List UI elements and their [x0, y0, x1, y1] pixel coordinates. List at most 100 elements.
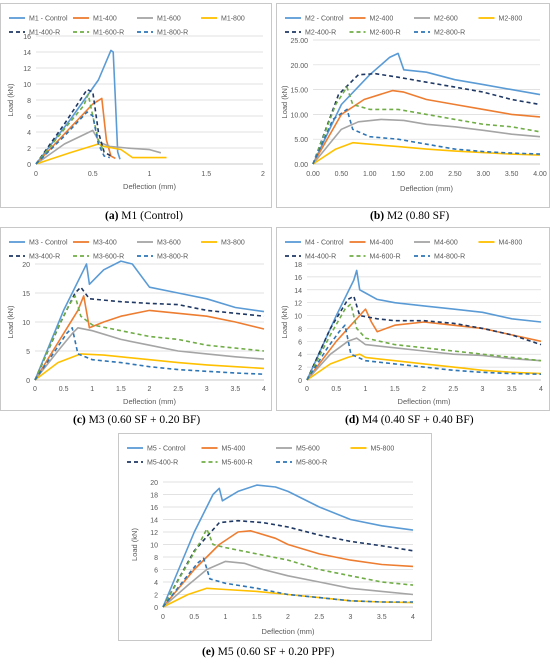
- chart-panel-m3: 0 5 10 15 20 0 0.5 1 1.5 2 2.5 3 3.5 4 Deflection (mm)…: [0, 227, 272, 411]
- y-tick-label: 6: [27, 114, 31, 121]
- x-tick-label: 0.5: [59, 386, 69, 393]
- x-tick-label: 1: [148, 171, 152, 178]
- y-tick-label: 25.00: [290, 38, 308, 45]
- legend-label: M3-400-R: [29, 254, 60, 261]
- y-tick-label: 15: [22, 291, 30, 298]
- legend-label: M4-800-R: [434, 254, 465, 261]
- x-tick-label: 4.00: [533, 171, 547, 178]
- y-tick-label: 2: [154, 593, 158, 600]
- y-tick-label: 8: [298, 326, 302, 333]
- caption-m4: (d) M4 (0.40 SF + 0.40 BF): [345, 414, 474, 426]
- x-tick-label: 3.5: [507, 386, 517, 393]
- legend-label: M1-600-R: [93, 30, 124, 37]
- y-tick-label: 16: [23, 34, 31, 41]
- x-axis-title: Deflection (mm): [123, 182, 176, 191]
- x-tick-label: 3.5: [231, 386, 241, 393]
- legend-label: M5-600-R: [222, 460, 253, 467]
- x-tick-label: 0.5: [189, 614, 199, 621]
- legend-label: M5 - Control: [147, 446, 186, 453]
- y-tick-label: 6: [154, 568, 158, 575]
- y-tick-label: 2: [298, 365, 302, 372]
- x-tick-label: 1.00: [363, 171, 377, 178]
- series-line-control: [35, 49, 121, 165]
- y-tick-label: 15.00: [290, 88, 308, 95]
- legend-label: M2-400: [370, 16, 394, 23]
- chart-svg-m5: 0 2 4 6 8 10 12 14 16 18 20 0 0.5 1 1.5 2 2.5 3 3.5 4 Deflec…: [127, 446, 415, 636]
- x-axis-title: Deflection (mm): [400, 184, 453, 193]
- legend-label: M3-800: [221, 240, 245, 247]
- y-tick-label: 10: [22, 320, 30, 327]
- series-line-600: [34, 327, 265, 381]
- chart-svg-m3: 0 5 10 15 20 0 0.5 1 1.5 2 2.5 3 3.5 4 Deflection (mm)…: [6, 240, 266, 407]
- series-line-400: [162, 530, 414, 608]
- x-tick-label: 1.5: [201, 171, 211, 178]
- legend-label: M3-400: [93, 240, 117, 247]
- x-tick-label: 3: [481, 386, 485, 393]
- y-tick-label: 0.00: [294, 162, 308, 169]
- series-line-control: [162, 484, 414, 608]
- x-tick-label: 0: [34, 171, 38, 178]
- legend-label: M5-400: [222, 446, 246, 453]
- legend-label: M4-600-R: [370, 254, 401, 261]
- series-line-800: [34, 353, 265, 381]
- y-axis-title: Load (kN): [280, 85, 289, 118]
- legend-label: M2-600-R: [370, 30, 401, 37]
- legend-label: M3-600: [157, 240, 181, 247]
- x-tick-label: 3.50: [505, 171, 519, 178]
- y-tick-label: 5.00: [294, 137, 308, 144]
- x-tick-label: 1: [364, 386, 368, 393]
- y-tick-label: 20: [22, 262, 30, 269]
- chart-panel-m2: 0.00 5.00 10.00 15.00 20.00 25.00 0.00 0.50 1.00…: [276, 3, 550, 208]
- y-tick-label: 0: [27, 162, 31, 169]
- series-line-800: [162, 587, 414, 608]
- y-tick-label: 12: [150, 530, 158, 537]
- legend-label: M2-800: [499, 16, 523, 23]
- x-tick-label: 1.5: [390, 386, 400, 393]
- legend-label: M1-600: [157, 16, 181, 23]
- x-tick-label: 2.5: [173, 386, 183, 393]
- y-tick-label: 10.00: [290, 112, 308, 119]
- x-tick-label: 2.50: [448, 171, 462, 178]
- y-tick-label: 10: [23, 82, 31, 89]
- legend-label: M5-800: [371, 446, 395, 453]
- caption-m5: (e) M5 (0.60 SF + 0.20 PPF): [202, 646, 335, 658]
- x-tick-label: 0: [161, 614, 165, 621]
- caption-m1: (a) M1 (Control): [105, 210, 183, 222]
- x-tick-label: 3: [349, 614, 353, 621]
- x-axis-title: Deflection (mm): [398, 397, 451, 406]
- series-line-800: [312, 141, 541, 165]
- x-tick-label: 3.00: [476, 171, 490, 178]
- y-axis-title: Load (kN): [130, 528, 139, 561]
- x-tick-label: 2.5: [448, 386, 458, 393]
- x-tick-label: 1.50: [391, 171, 405, 178]
- series-line-800r: [312, 108, 541, 165]
- y-tick-label: 12: [23, 66, 31, 73]
- series-line-600r: [306, 303, 542, 381]
- series-line-800r: [34, 327, 265, 381]
- y-tick-label: 20.00: [290, 63, 308, 70]
- y-tick-label: 18: [294, 262, 302, 269]
- x-tick-label: 2: [148, 386, 152, 393]
- legend-label: M4-400: [370, 240, 394, 247]
- y-tick-label: 14: [294, 288, 302, 295]
- caption-m3: (c) M3 (0.60 SF + 0.20 BF): [73, 414, 201, 426]
- legend-label: M2-800-R: [434, 30, 465, 37]
- x-tick-label: 1: [90, 386, 94, 393]
- chart-svg-m1: 0 2 4 6 8 10 12 14 16 0 0.5 1 1.5 2 Deflection (mm) Loa…: [6, 16, 265, 192]
- y-tick-label: 12: [294, 301, 302, 308]
- caption-m2: (b) M2 (0.80 SF): [370, 210, 450, 222]
- series-line-800r: [35, 111, 111, 165]
- x-tick-label: 1.5: [252, 614, 262, 621]
- y-axis-title: Load (kN): [280, 305, 289, 338]
- x-tick-label: 4: [262, 386, 266, 393]
- series-line-800: [35, 143, 167, 165]
- y-tick-label: 4: [298, 352, 302, 359]
- legend-label: M5-600: [296, 446, 320, 453]
- y-tick-label: 0: [298, 378, 302, 385]
- y-tick-label: 14: [23, 50, 31, 57]
- series-line-600: [312, 118, 541, 165]
- x-tick-label: 2.00: [420, 171, 434, 178]
- series-line-600: [162, 560, 414, 608]
- y-tick-label: 5: [26, 349, 30, 356]
- y-tick-label: 20: [150, 480, 158, 487]
